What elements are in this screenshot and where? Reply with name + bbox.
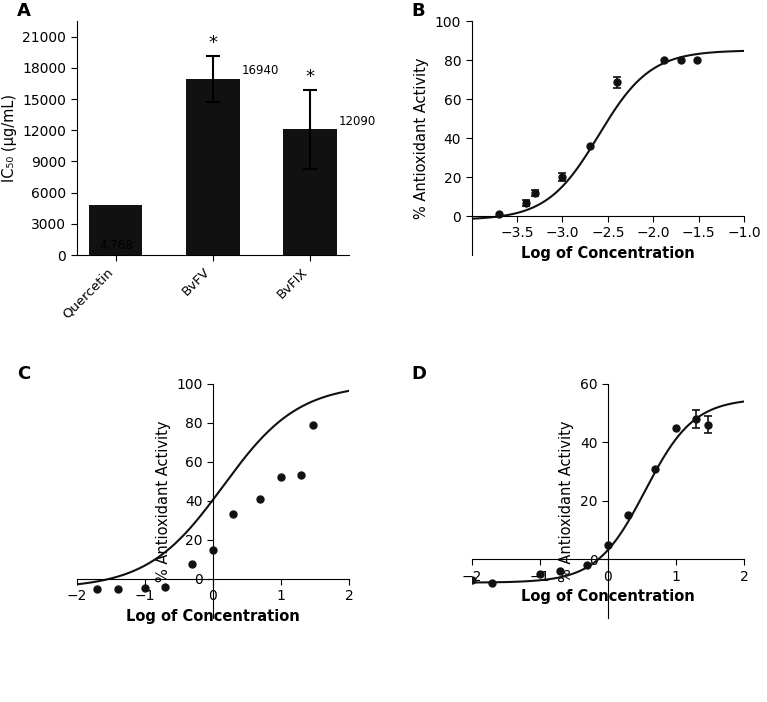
Text: 4,768: 4,768 bbox=[99, 239, 133, 252]
Text: C: C bbox=[17, 365, 30, 383]
Text: A: A bbox=[17, 2, 31, 20]
Bar bbox=[89, 206, 143, 255]
X-axis label: Log of Concentration: Log of Concentration bbox=[521, 589, 695, 604]
Y-axis label: % Antioxidant Activity: % Antioxidant Activity bbox=[559, 420, 574, 581]
Text: 12090: 12090 bbox=[339, 114, 377, 128]
Bar bbox=[283, 129, 337, 255]
Y-axis label: IC₅₀ (µg/mL): IC₅₀ (µg/mL) bbox=[2, 94, 17, 182]
Text: 16940: 16940 bbox=[242, 65, 279, 77]
Text: D: D bbox=[412, 365, 426, 383]
X-axis label: Log of Concentration: Log of Concentration bbox=[521, 246, 695, 261]
X-axis label: Log of Concentration: Log of Concentration bbox=[126, 609, 300, 624]
Text: *: * bbox=[209, 34, 217, 52]
Y-axis label: % Antioxidant Activity: % Antioxidant Activity bbox=[156, 420, 170, 581]
Y-axis label: % Antioxidant Activity: % Antioxidant Activity bbox=[414, 58, 430, 219]
Text: B: B bbox=[412, 2, 426, 20]
Bar bbox=[186, 79, 239, 255]
Text: *: * bbox=[305, 67, 314, 86]
